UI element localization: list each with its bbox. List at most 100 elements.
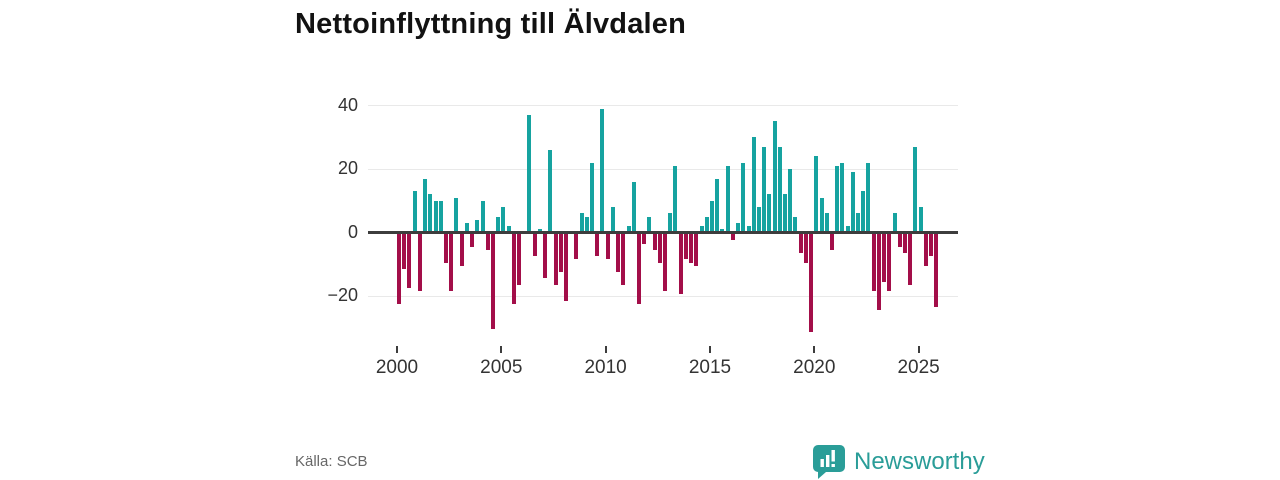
newsworthy-speech-bubble-chart-icon (813, 445, 845, 479)
bar (563, 234, 568, 301)
bar (553, 234, 558, 285)
bar (871, 234, 876, 292)
x-axis-tick-label: 2020 (793, 357, 836, 378)
bar (694, 234, 699, 266)
bar (579, 213, 584, 233)
newsworthy-logo: Newsworthy (813, 445, 985, 479)
x-axis-tick-mark (917, 346, 920, 353)
bar (621, 234, 626, 285)
x-axis-tick-mark (708, 346, 711, 353)
bar (829, 234, 834, 250)
bar (840, 162, 845, 233)
bar (756, 207, 761, 233)
bar (897, 234, 902, 247)
bar (652, 234, 657, 250)
bar (412, 191, 417, 233)
bar (517, 234, 521, 285)
bar (809, 234, 814, 333)
bar (600, 108, 605, 233)
bar (923, 234, 928, 266)
bar (443, 234, 448, 263)
bar (527, 115, 532, 233)
bar (402, 234, 407, 269)
bar (798, 234, 803, 253)
bar (485, 234, 490, 250)
bar (433, 200, 438, 233)
y-axis-tick-label: 40 (337, 94, 358, 115)
source-note: Källa: SCB (295, 453, 368, 470)
bar (715, 178, 720, 233)
bar (819, 197, 824, 233)
bar (908, 234, 913, 285)
bar (934, 234, 939, 307)
gridline-20 (368, 168, 958, 170)
bar (699, 226, 704, 233)
bar (543, 234, 547, 279)
bar (678, 234, 683, 295)
bar (668, 213, 673, 233)
y-axis-tick-label: −20 (327, 285, 358, 305)
bar (772, 121, 777, 233)
x-axis-tick-mark (813, 346, 816, 353)
x-axis-tick-label: 2000 (375, 357, 419, 378)
bar (605, 234, 610, 260)
bar (689, 234, 694, 263)
y-axis-tick-label: 0 (347, 221, 358, 242)
bar (725, 165, 730, 233)
bar (845, 226, 850, 233)
bar (532, 234, 537, 257)
gridline--20 (368, 295, 958, 297)
bar (574, 234, 579, 260)
bar (793, 216, 798, 233)
bar (751, 137, 756, 233)
bar (480, 200, 485, 233)
bar (673, 165, 678, 233)
bar (631, 181, 636, 233)
x-axis-tick-mark (500, 346, 503, 353)
bar (537, 229, 542, 233)
bar (459, 234, 464, 266)
bar (511, 234, 516, 304)
bar (423, 178, 428, 233)
bar (861, 191, 866, 233)
x-axis-tick-mark (604, 346, 607, 353)
bar (683, 234, 688, 260)
bar (417, 234, 422, 292)
x-axis-tick-label: 2015 (688, 357, 732, 378)
bar (663, 234, 667, 292)
bar (866, 162, 871, 233)
bar (636, 234, 641, 304)
bar (657, 234, 662, 263)
bar (397, 234, 401, 304)
bar (835, 165, 840, 233)
bar (876, 234, 881, 311)
bar (438, 200, 443, 233)
bar (777, 146, 782, 233)
bar (788, 169, 793, 233)
bar (464, 223, 469, 233)
bar (449, 234, 454, 292)
zero-axis-line (368, 231, 958, 234)
bar (496, 216, 501, 233)
bar (856, 213, 860, 233)
newsworthy-logo-text: Newsworthy (854, 448, 985, 475)
bar (704, 216, 709, 233)
bar (882, 234, 887, 282)
bar (558, 234, 563, 273)
x-axis-tick-label: 2005 (480, 357, 523, 378)
bar (428, 194, 433, 233)
bar (767, 194, 772, 233)
bar (647, 216, 652, 233)
bar (642, 234, 647, 244)
bar (454, 197, 459, 233)
y-axis-tick-label: 20 (337, 158, 358, 178)
bar (710, 200, 714, 233)
bar (407, 234, 412, 288)
bar (616, 234, 621, 273)
bar (470, 234, 474, 247)
bar (918, 207, 923, 233)
gridline-40 (368, 105, 958, 106)
bar (506, 226, 511, 233)
